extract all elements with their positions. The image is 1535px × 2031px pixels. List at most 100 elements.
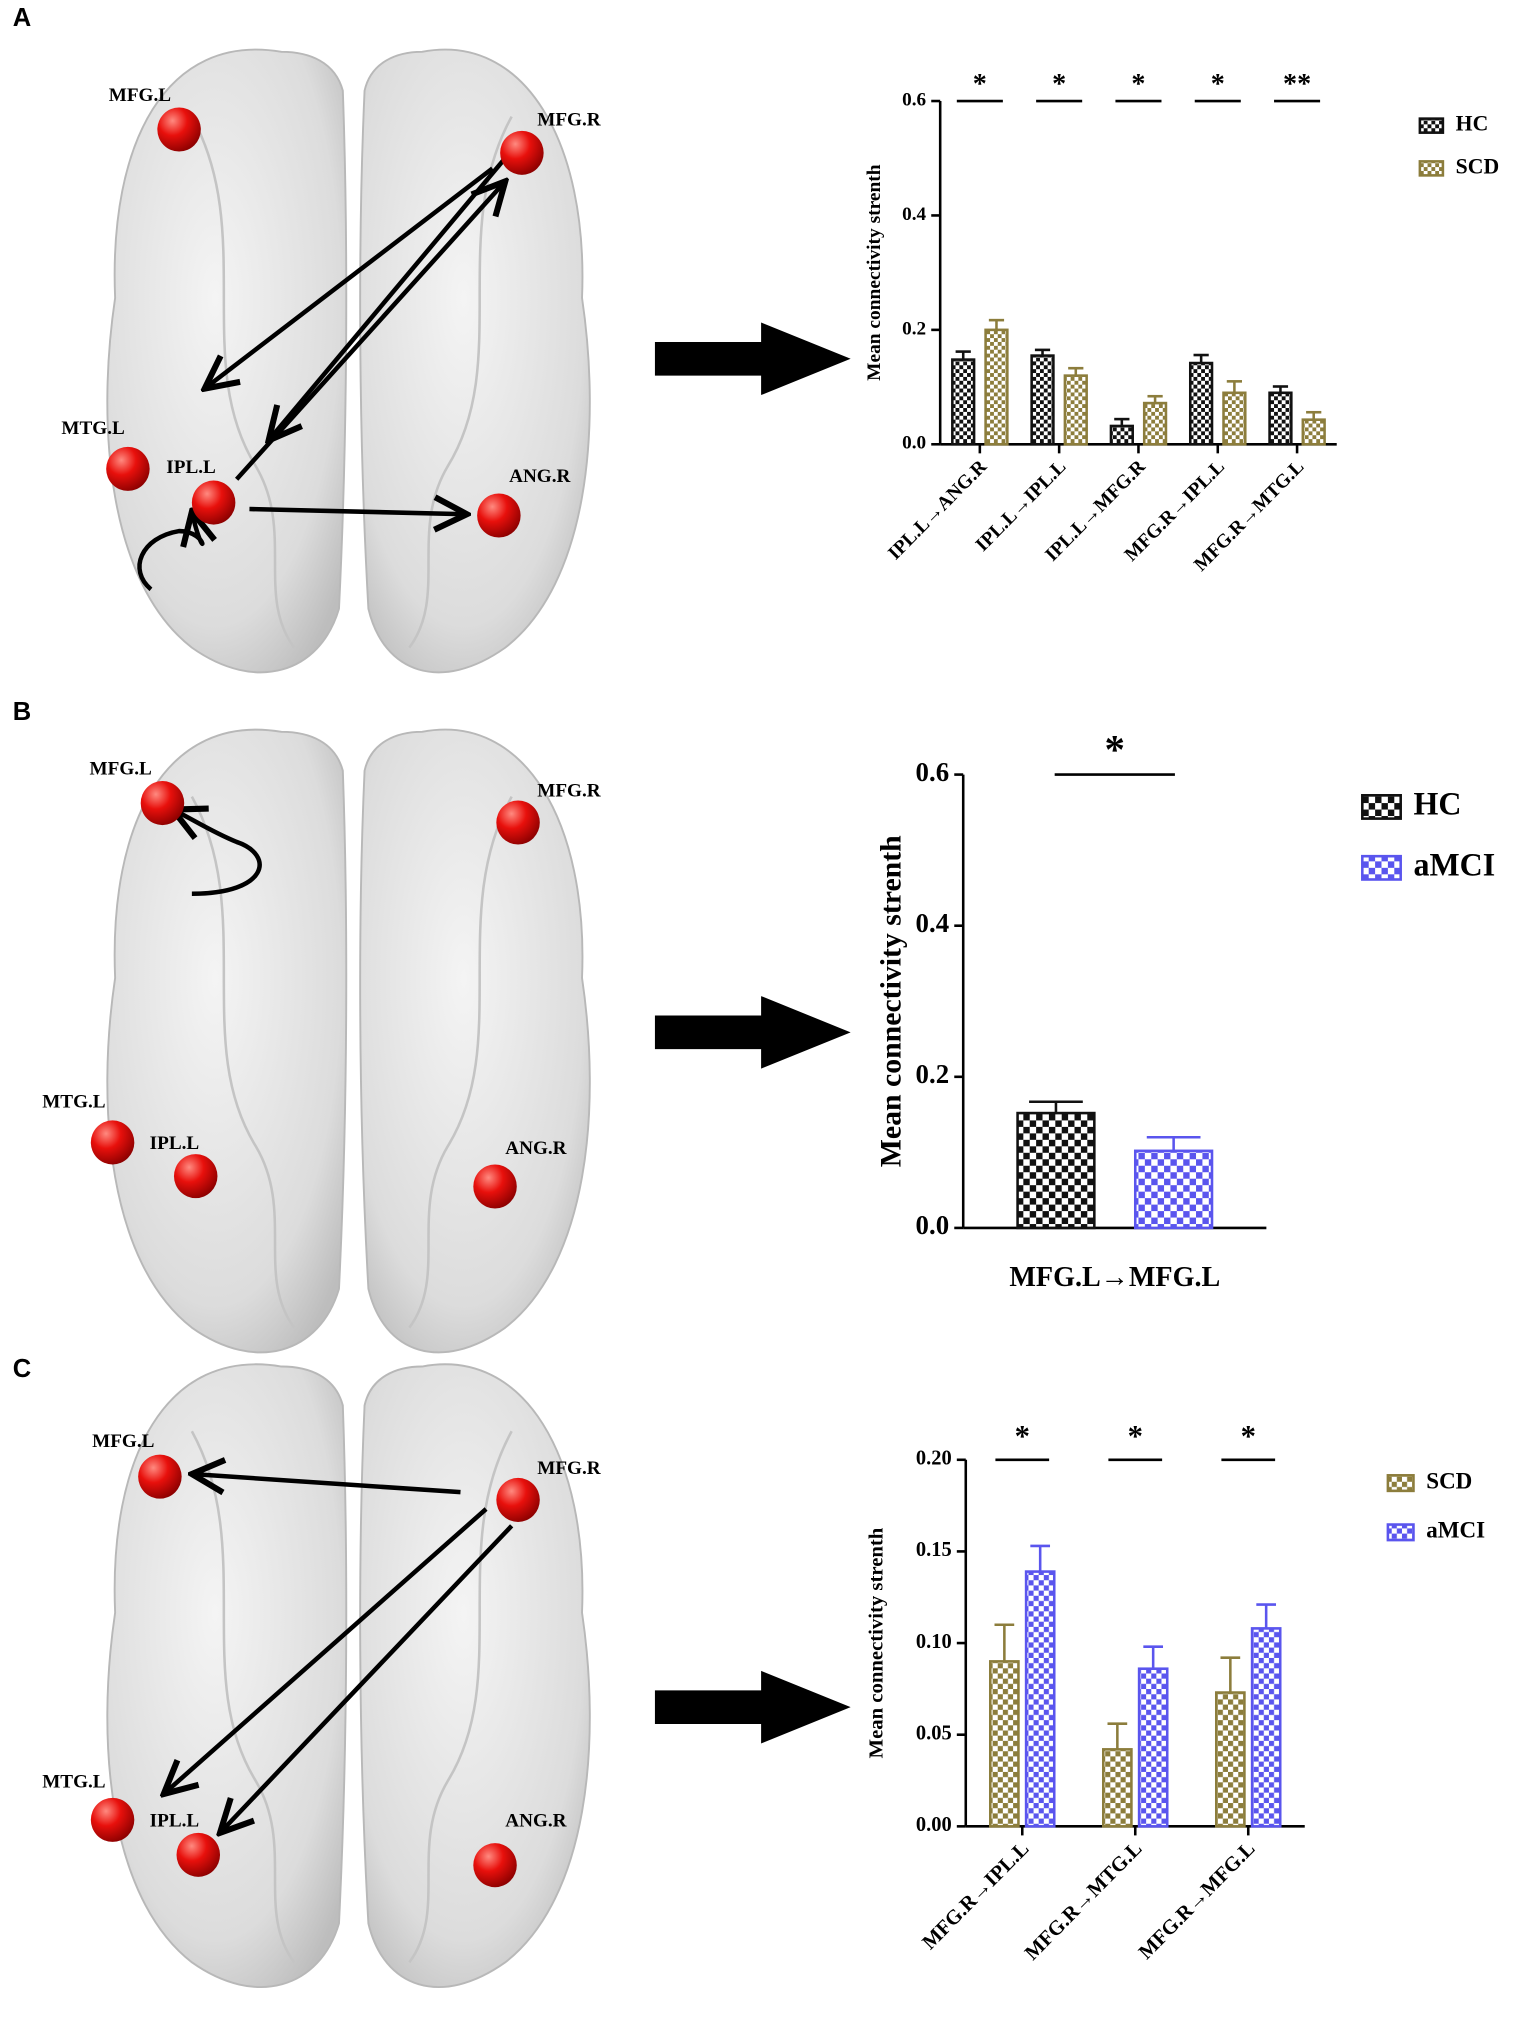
- bar: [951, 358, 976, 446]
- gyrus-line: [190, 1430, 296, 1964]
- legend-swatch: [1386, 1523, 1415, 1542]
- node-label: IPL.L: [150, 1133, 200, 1154]
- brain-right-lobe: [359, 728, 591, 1354]
- brain-node: [477, 493, 521, 538]
- bar: [1102, 1748, 1133, 1828]
- connection-arrow: [205, 166, 494, 388]
- x-tick-label: MFG.R→IPL.L: [918, 1838, 1033, 1955]
- y-tick-label: 0.4: [916, 908, 950, 938]
- brain-node: [140, 781, 185, 826]
- significance-label: *: [1241, 1418, 1256, 1453]
- legend-swatch: [1418, 160, 1445, 177]
- bar: [1030, 354, 1055, 446]
- y-axis-label: Mean connectivity strenth: [876, 835, 908, 1167]
- bar: [1268, 391, 1293, 446]
- brain-node: [138, 1454, 182, 1499]
- bar: [989, 1660, 1020, 1828]
- gyrus-line: [408, 1430, 513, 1964]
- x-tick-label: MFG.R→MFG.L: [1135, 1838, 1260, 1964]
- gyrus-line: [408, 795, 513, 1329]
- brain-node: [176, 1832, 221, 1877]
- significance-label: *: [1052, 69, 1066, 100]
- gyrus-line: [190, 795, 296, 1329]
- brain-node: [500, 130, 544, 175]
- bar: [1133, 1149, 1214, 1230]
- brain-node: [191, 480, 236, 525]
- y-tick-label: 0.2: [902, 318, 926, 339]
- bar: [1222, 391, 1247, 446]
- brain-node: [496, 1477, 540, 1522]
- brain-node: [496, 800, 540, 845]
- node-label: MFG.L: [92, 1431, 154, 1452]
- brain-node: [473, 1164, 517, 1209]
- bar: [1250, 1627, 1282, 1828]
- legend-label: aMCI: [1413, 846, 1495, 882]
- y-tick-label: 0.4: [902, 204, 926, 225]
- legend-swatch: [1361, 794, 1402, 820]
- node-label: MFG.R: [537, 780, 601, 801]
- legend-label: HC: [1413, 785, 1461, 821]
- bar: [1024, 1570, 1056, 1828]
- legend-label: SCD: [1456, 154, 1499, 178]
- brain-right-lobe: [359, 48, 591, 674]
- connection-arrow: [249, 509, 466, 514]
- y-tick-label: 0.00: [916, 1814, 952, 1836]
- significance-label: **: [1283, 69, 1311, 100]
- legend-swatch: [1386, 1474, 1415, 1493]
- connection-arrow: [164, 1507, 488, 1794]
- brain-node: [106, 446, 150, 491]
- flow-arrow: [654, 1670, 851, 1744]
- node-label: ANG.R: [505, 1138, 567, 1159]
- panel-letter: C: [13, 1355, 31, 1383]
- flow-arrow: [654, 996, 851, 1069]
- connection-arrow: [192, 1474, 461, 1492]
- connection-arrow: [220, 1524, 514, 1833]
- legend-swatch: [1418, 117, 1445, 134]
- legend-label: aMCI: [1426, 1518, 1485, 1544]
- gyrus-line: [190, 115, 296, 649]
- panel-letter: A: [13, 4, 31, 32]
- legend-swatch: [1361, 854, 1402, 881]
- significance-label: *: [1211, 69, 1225, 100]
- significance-label: *: [1015, 1418, 1030, 1453]
- legend-label: SCD: [1426, 1468, 1472, 1494]
- y-axis-label: Mean connectivity strenth: [864, 164, 885, 381]
- connection-arrow: [173, 810, 262, 897]
- y-axis-label: Mean connectivity strenth: [866, 1527, 888, 1758]
- y-tick-label: 0.2: [916, 1059, 950, 1089]
- node-label: MTG.L: [42, 1091, 106, 1112]
- bar: [1063, 374, 1088, 446]
- bar: [1109, 424, 1134, 446]
- y-tick-label: 0.20: [916, 1447, 952, 1469]
- significance-label: *: [1128, 1418, 1143, 1453]
- node-label: MFG.L: [109, 85, 171, 106]
- bar: [1016, 1111, 1096, 1230]
- node-label: MFG.L: [90, 758, 152, 779]
- significance-label: *: [1131, 69, 1145, 100]
- node-label: ANG.R: [509, 466, 571, 487]
- brain-node: [473, 1843, 517, 1888]
- significance-label: *: [1105, 726, 1125, 772]
- node-label: MFG.R: [537, 1458, 601, 1479]
- node-label: IPL.L: [150, 1810, 200, 1831]
- brain-right-lobe: [359, 1363, 591, 1988]
- brain-node: [157, 107, 201, 152]
- connection-arrow: [269, 156, 507, 440]
- y-tick-label: 0.0: [902, 433, 926, 454]
- brain-node: [173, 1154, 218, 1199]
- y-tick-label: 0.6: [916, 757, 950, 787]
- y-tick-label: 0.0: [916, 1210, 950, 1240]
- node-label: ANG.R: [505, 1810, 567, 1831]
- brain-node: [90, 1797, 135, 1842]
- bar: [1301, 418, 1326, 446]
- node-label: IPL.L: [166, 457, 216, 478]
- y-tick-label: 0.15: [916, 1539, 952, 1561]
- connection-arrow: [137, 512, 202, 592]
- x-tick-label: MFG.L→MFG.L: [1009, 1262, 1220, 1293]
- y-tick-label: 0.10: [916, 1631, 952, 1653]
- node-label: MFG.R: [537, 110, 601, 131]
- flow-arrow: [654, 322, 851, 396]
- brain-node: [90, 1120, 135, 1165]
- bar: [1137, 1667, 1169, 1828]
